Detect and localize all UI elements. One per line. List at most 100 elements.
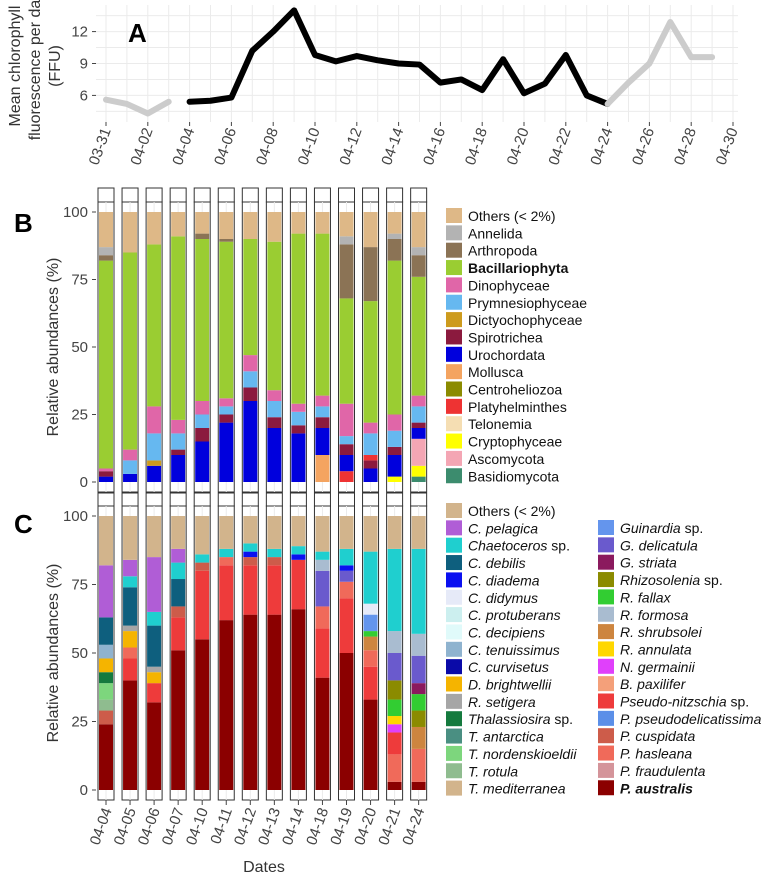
legend-swatch	[446, 503, 462, 518]
bar-segment	[387, 430, 402, 447]
legend-label: Thalassiosira sp.	[468, 711, 573, 727]
legend-swatch	[598, 641, 614, 657]
legend-swatch	[446, 208, 462, 223]
legend-label-name: C. curvisetus	[468, 659, 549, 675]
bar-segment	[387, 653, 402, 681]
bar-segment	[315, 628, 330, 678]
bar-segment	[147, 406, 162, 434]
bar-segment	[243, 551, 258, 558]
y-tick-label: 25	[71, 407, 88, 424]
bar-segment	[195, 441, 210, 482]
bar-segment	[123, 449, 138, 461]
legend-label-name: Others (< 2%)	[468, 503, 556, 519]
legend-label: C. tenuissimus	[468, 642, 560, 658]
legend-label: C. curvisetus	[468, 659, 549, 675]
bar-segment	[243, 516, 258, 544]
x-tick-label: 04-06	[211, 126, 240, 168]
bar-segment	[99, 710, 113, 725]
legend-label-suffix: sp.	[547, 538, 570, 554]
bar-segment	[171, 455, 186, 482]
bar-segment	[99, 212, 113, 248]
legend-swatch	[446, 433, 462, 449]
bar-segment	[363, 301, 378, 423]
bar-segment	[123, 587, 138, 626]
bar-segment	[411, 395, 426, 407]
panel-label-a: A	[128, 18, 147, 48]
bar-segment	[411, 255, 426, 277]
legend-label: Prymnesiophyceae	[468, 295, 587, 311]
bar-segment	[267, 557, 282, 566]
bar-segment	[291, 559, 306, 610]
facet-strip	[313, 187, 331, 203]
bar-segment	[291, 403, 306, 412]
y-tick-label: 12	[71, 24, 88, 41]
bar-segment	[171, 212, 186, 237]
bar-segment	[339, 403, 354, 437]
bar-segment	[147, 460, 162, 466]
bar-segment	[171, 433, 186, 450]
legend-label-name: D. brightwellii	[468, 677, 552, 693]
bar-segment	[291, 546, 306, 555]
legend-label-name: C. didymus	[468, 590, 538, 606]
legend-label: G. striata	[620, 555, 677, 571]
bar-segment	[123, 212, 138, 253]
legend-swatch	[446, 312, 462, 328]
legend-swatch	[446, 693, 462, 709]
x-tick-label: 04-22	[545, 126, 574, 168]
legend-swatch	[446, 277, 462, 293]
bar-segment	[219, 548, 234, 558]
bar-segment	[291, 609, 306, 790]
bar-segment	[339, 598, 354, 653]
bar-segment	[411, 748, 426, 782]
x-tick-label: 04-30	[713, 126, 742, 168]
bar-segment	[219, 422, 234, 482]
legend-label: D. brightwellii	[468, 677, 552, 693]
legend-label-name: P. pseudodelicatissima	[620, 711, 762, 727]
bar-segment	[243, 371, 258, 388]
bar-segment	[363, 247, 378, 302]
legend-swatch	[446, 780, 462, 796]
y-tick-label: 100	[63, 508, 88, 525]
bar-segment	[147, 611, 162, 626]
bar-segment	[147, 516, 162, 558]
x-tick-label: 04-08	[253, 126, 282, 168]
bar-segment	[387, 548, 402, 632]
bar-segment	[387, 732, 402, 755]
legend-swatch	[446, 711, 462, 727]
x-tick-label: 04-12	[336, 126, 365, 168]
bar-segment	[267, 565, 282, 615]
bar-segment	[387, 680, 402, 700]
bar-segment	[339, 471, 354, 482]
x-tick-label: 03-31	[86, 126, 115, 168]
legend-swatch	[446, 450, 462, 466]
bar-segment	[147, 244, 162, 407]
facet-strip	[169, 492, 187, 507]
bar-segment	[363, 212, 378, 248]
legend-swatch	[446, 364, 462, 380]
facet-strip	[410, 492, 428, 507]
legend-swatch	[446, 416, 462, 432]
bar-segment	[195, 639, 210, 790]
legend-label: T. mediterranea	[468, 781, 566, 797]
bar-segment	[195, 428, 210, 442]
legend-swatch	[446, 728, 462, 744]
y-tick-label: 25	[71, 714, 88, 731]
bar-segment	[123, 647, 138, 659]
bar-segment	[411, 476, 426, 482]
bar-segment	[99, 565, 113, 618]
legend-label: Urochordata	[468, 347, 545, 363]
panel-label-b: B	[14, 208, 33, 238]
bar-segment	[411, 212, 426, 248]
facet-strip	[217, 492, 235, 507]
bar-segment	[195, 570, 210, 640]
legend-label: Others (< 2%)	[468, 503, 556, 519]
bar-segment	[147, 702, 162, 790]
legend-swatch	[598, 658, 614, 674]
y-tick-label: 75	[71, 272, 88, 289]
legend-label: Centroheliozoa	[468, 382, 562, 398]
bar-segment	[171, 617, 186, 651]
legend-label: Platyhelminthes	[468, 399, 567, 415]
legend-label-name: P. cuspidata	[620, 728, 695, 744]
bar-segment	[363, 551, 378, 604]
